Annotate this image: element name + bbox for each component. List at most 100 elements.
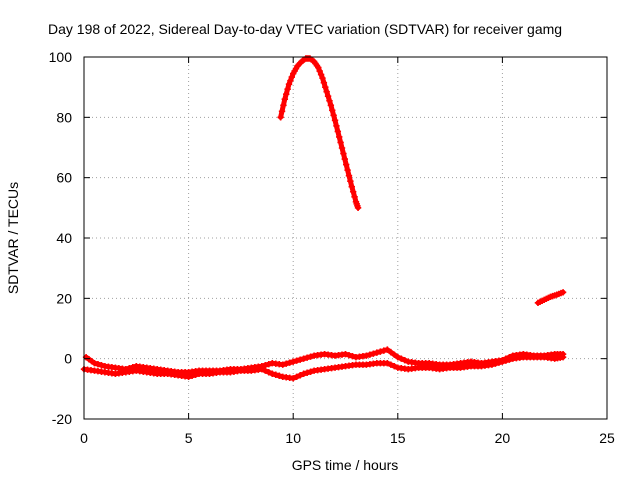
data-point bbox=[290, 358, 297, 365]
data-point bbox=[319, 74, 326, 82]
data-point bbox=[283, 360, 290, 367]
data-point bbox=[341, 155, 349, 163]
data-point bbox=[351, 193, 358, 200]
data-point bbox=[329, 107, 336, 114]
data-point bbox=[373, 349, 381, 356]
data-point bbox=[495, 359, 503, 366]
data-point bbox=[333, 122, 340, 130]
series-baseline-lower bbox=[80, 353, 567, 382]
y-tick-label: 40 bbox=[56, 230, 72, 246]
data-point bbox=[272, 371, 279, 378]
data-point bbox=[334, 128, 342, 135]
data-point bbox=[300, 370, 307, 377]
data-point bbox=[327, 102, 335, 109]
data-point bbox=[265, 360, 272, 368]
data-point bbox=[492, 360, 499, 367]
data-point bbox=[380, 347, 388, 354]
data-point bbox=[337, 139, 344, 146]
data-point bbox=[262, 367, 269, 374]
data-point bbox=[347, 177, 354, 185]
data-point bbox=[280, 102, 287, 109]
data-point bbox=[559, 289, 567, 296]
data-point bbox=[262, 362, 269, 369]
x-tick-label: 10 bbox=[285, 430, 301, 446]
data-point bbox=[278, 108, 286, 115]
data-point bbox=[320, 79, 328, 86]
series-hump bbox=[277, 55, 362, 212]
data-point bbox=[340, 150, 347, 157]
data-point bbox=[330, 112, 337, 119]
data-point bbox=[502, 357, 510, 364]
data-point bbox=[98, 362, 105, 369]
chart-title: Day 198 of 2022, Sidereal Day-to-day VTE… bbox=[48, 21, 562, 37]
x-tick-label: 0 bbox=[80, 430, 88, 446]
data-point bbox=[277, 114, 284, 121]
data-point bbox=[391, 363, 398, 370]
data-point bbox=[387, 361, 395, 368]
x-tick-label: 25 bbox=[599, 430, 615, 446]
data-point bbox=[287, 77, 294, 84]
data-point bbox=[91, 359, 98, 367]
grid-lines bbox=[84, 57, 607, 419]
data-point bbox=[293, 373, 300, 380]
x-tick-label: 5 bbox=[185, 430, 193, 446]
y-tick-label: 0 bbox=[64, 351, 72, 367]
data-point bbox=[303, 354, 311, 361]
data-point bbox=[488, 361, 496, 368]
data-point bbox=[290, 375, 297, 382]
data-point bbox=[348, 183, 355, 190]
data-point bbox=[293, 357, 300, 364]
data-point bbox=[354, 204, 362, 212]
data-point bbox=[342, 161, 350, 168]
data-point bbox=[559, 353, 567, 361]
data-point bbox=[506, 356, 513, 363]
data-point bbox=[188, 372, 196, 379]
data-point bbox=[331, 117, 339, 124]
data-point bbox=[345, 172, 353, 179]
data-point bbox=[384, 359, 391, 367]
data-point bbox=[288, 73, 296, 81]
data-point bbox=[303, 369, 311, 376]
data-point bbox=[317, 71, 325, 78]
data-point bbox=[363, 352, 370, 359]
data-point bbox=[377, 348, 384, 355]
data-point bbox=[281, 96, 289, 103]
data-point bbox=[296, 356, 304, 363]
data-point bbox=[338, 144, 346, 152]
data-point bbox=[499, 358, 506, 365]
y-tick-label: 100 bbox=[49, 49, 73, 65]
x-tick-label: 15 bbox=[390, 430, 406, 446]
data-point bbox=[366, 351, 374, 358]
data-point bbox=[284, 85, 291, 93]
data-point bbox=[345, 351, 353, 359]
data-point bbox=[285, 80, 293, 88]
data-point bbox=[279, 361, 286, 368]
data-point bbox=[276, 372, 283, 379]
y-tick-label: 80 bbox=[56, 109, 72, 125]
data-point bbox=[344, 166, 351, 174]
data-point bbox=[387, 348, 395, 356]
data-point bbox=[342, 350, 349, 358]
axis-ticks: 0 5 10 15 20 25 -20 0 20 40 60 80 100 bbox=[49, 49, 615, 446]
data-point bbox=[315, 64, 322, 71]
data-point bbox=[349, 352, 356, 360]
data-point bbox=[286, 359, 293, 366]
data-point bbox=[269, 370, 276, 377]
data-point bbox=[324, 93, 332, 100]
data-point bbox=[307, 353, 314, 360]
data-point bbox=[323, 88, 330, 95]
data-point bbox=[401, 356, 408, 364]
data-point bbox=[349, 188, 357, 195]
data-point bbox=[185, 373, 192, 380]
y-tick-label: -20 bbox=[52, 411, 72, 427]
data-point bbox=[307, 368, 314, 375]
data-point bbox=[283, 91, 290, 98]
data-point bbox=[265, 369, 272, 376]
y-tick-label: 20 bbox=[56, 290, 72, 306]
data-point bbox=[258, 366, 266, 373]
data-point bbox=[398, 355, 405, 362]
data-point bbox=[296, 372, 304, 379]
data-point bbox=[316, 67, 323, 75]
